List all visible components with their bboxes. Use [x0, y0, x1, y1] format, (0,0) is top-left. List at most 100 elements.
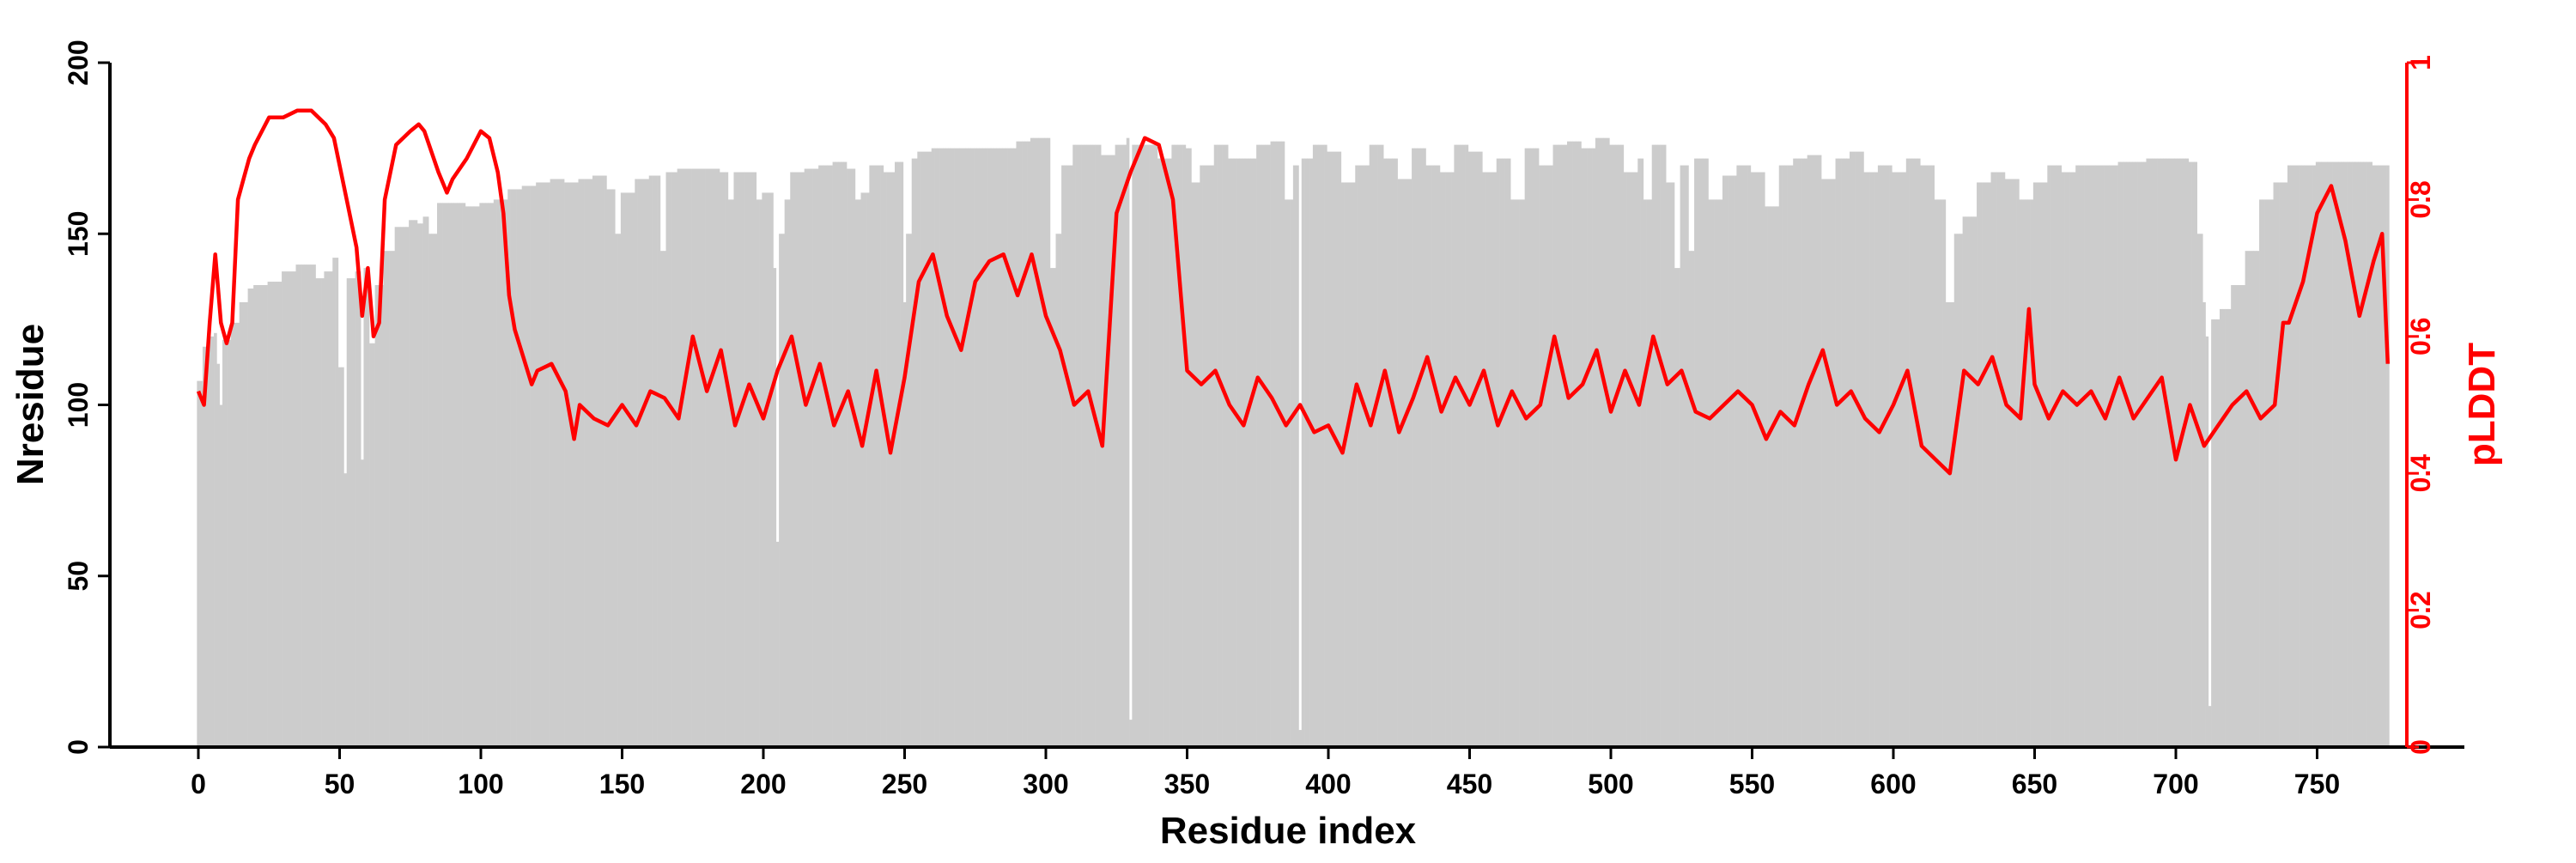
nresidue-bar	[1649, 199, 1652, 747]
nresidue-bar	[210, 336, 215, 747]
nresidue-bar	[2299, 165, 2302, 748]
nresidue-bar	[369, 343, 373, 747]
nresidue-bar	[2247, 251, 2251, 747]
nresidue-bar	[1603, 137, 1607, 748]
nresidue-bar	[380, 285, 384, 747]
nresidue-bar	[1784, 165, 1788, 748]
nresidue-bar	[1479, 151, 1483, 748]
nresidue-bar	[1400, 179, 1404, 748]
nresidue-bar	[2349, 161, 2353, 747]
nresidue-bar	[965, 148, 969, 748]
nresidue-bar	[727, 199, 732, 747]
nresidue-bar	[1909, 158, 1912, 747]
nresidue-bar	[1861, 151, 1864, 748]
nresidue-bar	[962, 148, 966, 748]
nresidue-bar	[309, 264, 313, 747]
nresidue-bar	[1708, 199, 1712, 747]
nresidue-bar	[256, 285, 260, 747]
nresidue-bar	[219, 404, 223, 747]
nresidue-bar	[1202, 165, 1206, 748]
nresidue-bar	[2166, 158, 2170, 747]
nresidue-bar	[2360, 161, 2365, 747]
nresidue-bar	[1397, 179, 1401, 748]
nresidue-bar	[1869, 172, 1873, 747]
nresidue-bar	[2332, 161, 2336, 747]
nresidue-bar	[1592, 148, 1596, 748]
nresidue-bar	[199, 380, 204, 747]
nresidue-bar	[999, 148, 1003, 748]
nresidue-bar	[1934, 199, 1938, 747]
nresidue-bar	[1137, 144, 1141, 747]
nresidue-bar	[1651, 144, 1656, 747]
nresidue-bar	[1999, 172, 2002, 747]
nresidue-bar	[2306, 165, 2311, 748]
nresidue-bar	[1423, 148, 1426, 748]
nresidue-bar	[795, 172, 799, 747]
nresidue-bar	[897, 161, 901, 747]
nresidue-bar	[1725, 175, 1728, 747]
nresidue-bar	[197, 380, 200, 747]
nresidue-bar	[270, 282, 274, 747]
nresidue-bar	[2267, 199, 2271, 747]
nresidue-bar	[985, 148, 988, 748]
nresidue-bar	[1163, 158, 1167, 747]
nresidue-bar	[2120, 161, 2124, 747]
nresidue-bar	[1892, 172, 1895, 747]
nresidue-bar	[1053, 268, 1056, 748]
nresidue-bar	[2106, 165, 2110, 748]
nresidue-bar	[2279, 182, 2282, 748]
nresidue-bar	[1386, 158, 1390, 747]
nresidue-bar	[510, 189, 514, 747]
x-tick-label: 100	[458, 769, 503, 799]
nresidue-bar	[315, 278, 319, 747]
nresidue-bar	[1485, 172, 1489, 747]
nresidue-bar	[815, 168, 819, 747]
nresidue-bar	[753, 172, 757, 747]
nresidue-bar	[671, 172, 675, 747]
nresidue-bar	[926, 151, 929, 748]
nresidue-bar	[2216, 319, 2221, 748]
nresidue-bar	[1903, 172, 1907, 747]
nresidue-bar	[1145, 144, 1150, 747]
nresidue-bar	[1631, 172, 1636, 747]
nresidue-bar	[2095, 165, 2099, 748]
nresidue-bar	[1366, 165, 1370, 748]
nresidue-bar	[1335, 151, 1339, 748]
nresidue-bar	[1739, 165, 1743, 748]
nresidue-bar	[1945, 301, 1949, 747]
nresidue-bar	[1962, 216, 1966, 747]
nresidue-bar	[2363, 161, 2367, 747]
nresidue-bar	[405, 227, 410, 747]
nresidue-bar	[1042, 137, 1045, 748]
x-tick-label: 450	[1447, 769, 1492, 799]
nresidue-bar	[843, 161, 848, 747]
nresidue-bar	[2330, 161, 2333, 747]
nresidue-bar	[1298, 730, 1303, 747]
nresidue-bar	[558, 179, 562, 748]
nresidue-bar	[2270, 199, 2274, 747]
nresidue-bar	[1301, 158, 1305, 747]
nresidue-bar	[1140, 144, 1144, 747]
nresidue-bar	[1121, 144, 1124, 747]
nresidue-bar	[2205, 336, 2209, 747]
nresidue-bar	[2021, 199, 2026, 747]
nresidue-bar	[620, 192, 624, 747]
nresidue-bar	[482, 203, 486, 747]
nresidue-bar	[2321, 161, 2325, 747]
nresidue-bar	[654, 175, 658, 747]
nresidue-bar	[1682, 165, 1686, 748]
nresidue-bar	[1499, 158, 1503, 747]
nresidue-bar	[2341, 161, 2345, 747]
nresidue-bar	[1555, 144, 1559, 747]
nresidue-bar	[561, 179, 565, 748]
nresidue-bar	[2036, 182, 2039, 748]
nresidue-bar	[1691, 251, 1695, 747]
nresidue-bar	[2251, 251, 2254, 747]
nresidue-bar	[1412, 148, 1415, 748]
nresidue-bar	[1005, 148, 1008, 748]
nresidue-bar	[445, 203, 449, 747]
nresidue-bar	[2256, 251, 2260, 747]
nresidue-bar	[1561, 144, 1565, 747]
nresidue-bar	[1699, 158, 1704, 747]
nresidue-bar	[934, 148, 938, 748]
